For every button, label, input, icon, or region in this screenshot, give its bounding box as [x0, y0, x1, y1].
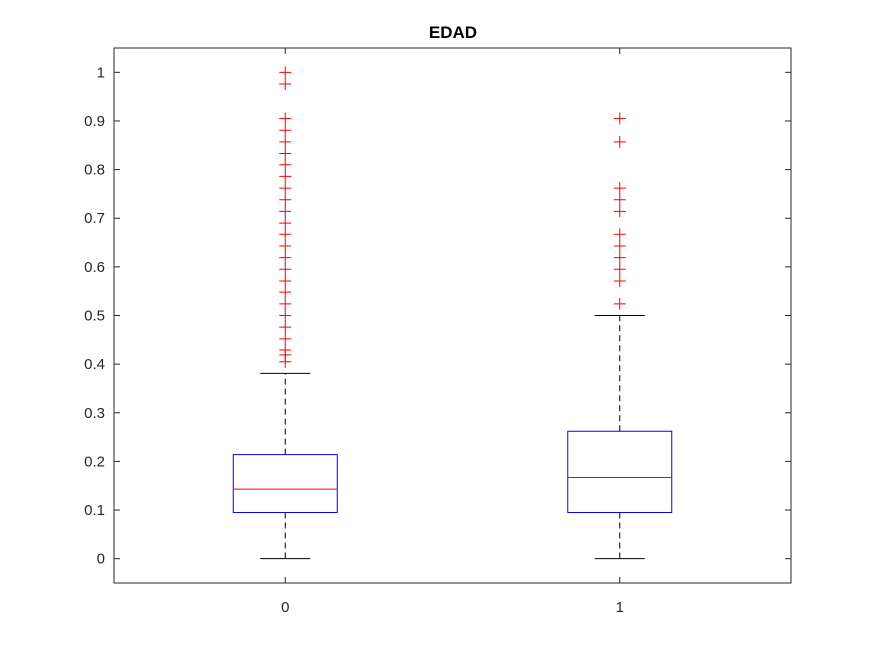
outlier-point	[279, 77, 292, 90]
outlier-point	[279, 332, 292, 345]
chart-title: EDAD	[429, 23, 477, 42]
outlier-point	[279, 193, 292, 206]
iqr-box	[567, 430, 673, 513]
outlier-point	[279, 66, 292, 79]
x-tick-label: 0	[281, 599, 289, 616]
outlier-point	[613, 205, 626, 218]
outlier-point	[279, 170, 292, 183]
y-tick-label: 0.2	[84, 453, 105, 470]
outlier-point	[279, 147, 292, 160]
outlier-point	[279, 251, 292, 264]
y-tick-label: 0	[97, 551, 105, 568]
y-tick-label: 0.3	[84, 405, 105, 422]
x-tick-label: 1	[616, 599, 624, 616]
y-tick-label: 0.8	[84, 162, 105, 179]
outlier-point	[613, 239, 626, 252]
outlier-point	[613, 297, 626, 310]
outlier-point	[279, 309, 292, 322]
y-tick-label: 1	[97, 64, 105, 81]
plot-area-frame	[113, 47, 792, 584]
outlier-point	[613, 135, 626, 148]
outlier-point	[613, 193, 626, 206]
outlier-point	[279, 182, 292, 195]
y-tick-label: 0.5	[84, 308, 105, 325]
outlier-point	[279, 135, 292, 148]
y-tick-label: 0.6	[84, 259, 105, 276]
outlier-point	[613, 263, 626, 276]
outlier-point	[613, 228, 626, 241]
outlier-point	[279, 321, 292, 334]
outlier-point	[279, 274, 292, 287]
outlier-point	[279, 344, 292, 357]
iqr-box	[232, 454, 338, 513]
outlier-point	[613, 274, 626, 287]
outlier-point	[279, 112, 292, 125]
outlier-point	[279, 124, 292, 137]
outlier-point	[279, 228, 292, 241]
y-tick-label: 0.9	[84, 113, 105, 130]
box-series	[232, 66, 673, 560]
outlier-point	[279, 286, 292, 299]
box-1	[567, 112, 673, 560]
outlier-point	[279, 205, 292, 218]
box-0	[232, 66, 338, 560]
outlier-point	[613, 112, 626, 125]
outlier-point	[279, 158, 292, 171]
outlier-point	[613, 251, 626, 264]
y-tick-label: 0.4	[84, 356, 105, 373]
outlier-point	[613, 182, 626, 195]
y-tick-label: 0.7	[84, 210, 105, 227]
y-axis: 0 0.1 0.2 0.3 0.4 0.5 0.6 0.7 0.8 0.9 1	[84, 64, 791, 568]
outlier-point	[279, 263, 292, 276]
outlier-point	[279, 217, 292, 230]
y-tick-label: 0.1	[84, 502, 105, 519]
outlier-point	[279, 297, 292, 310]
outlier-point	[279, 239, 292, 252]
